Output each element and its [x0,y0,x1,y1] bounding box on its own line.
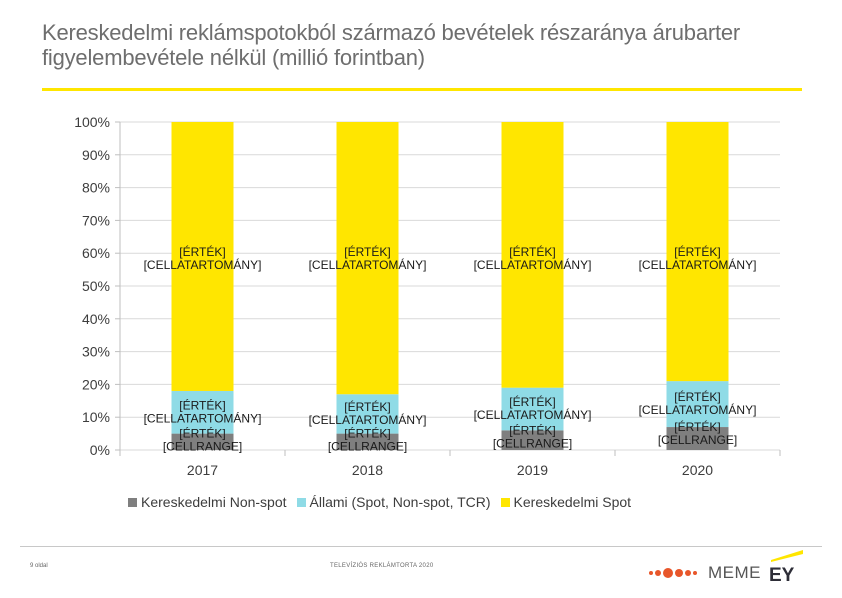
legend-label-allami: Állami (Spot, Non-spot, TCR) [309,494,491,510]
data-label-line: [CELLATARTOMÁNY] [474,257,592,272]
bar-segment [666,427,729,450]
legend-swatch-allami [296,497,306,507]
y-tick-label: 60% [82,245,110,261]
data-label-line: [ÉRTÉK] [674,419,720,434]
chart-title: Kereskedelmi reklámspotokból származó be… [42,20,741,70]
data-label-line: [CELLATARTOMÁNY] [639,402,757,417]
bar-segment [501,430,564,450]
y-tick-label: 10% [82,409,110,425]
x-tick-label: 2018 [352,462,383,478]
chart-legend: Kereskedelmi Non-spot Állami (Spot, Non-… [128,494,641,510]
y-tick-label: 40% [82,311,110,327]
data-label-line: [ÉRTÉK] [509,244,555,259]
data-label: [ÉRTÉK] [CELLATARTOMÁNY] [144,397,262,425]
data-label-line: [CELLATARTOMÁNY] [309,257,427,272]
data-label: [ÉRTÉK] [CELLRANGE] [163,426,242,454]
data-label-line: [CELLATARTOMÁNY] [639,257,757,272]
bar-segment [336,122,399,395]
legend-label-non-spot: Kereskedelmi Non-spot [141,494,287,510]
data-label-line: [ÉRTÉK] [674,244,720,259]
data-label-line: [CELLATARTOMÁNY] [309,412,427,427]
svg-text:EY: EY [769,565,795,584]
legend-item-non-spot: Kereskedelmi Non-spot [128,494,287,510]
stacked-bar-chart: 0% 10% 20% 30% 40% 50% 60% 70% 80% 90% 100% 2017 201… [74,114,781,478]
bar-segment [501,387,564,431]
data-label: [ÉRTÉK] [CELLATARTOMÁNY] [474,394,592,422]
data-label: [ÉRTÉK] [CELLATARTOMÁNY] [309,399,427,427]
legend-item-allami: Állami (Spot, Non-spot, TCR) [296,494,491,510]
y-tick-label: 20% [82,376,110,392]
x-tick-label: 2017 [187,462,218,478]
meme-logo-text: MEME [708,563,761,582]
data-label-line: [CELLRANGE] [163,440,242,454]
legend-swatch-non-spot [128,497,137,507]
x-tick-label: 2020 [682,462,713,478]
footer-title: TELEVÍZIÓS REKLÁMTORTA 2020 [330,563,434,569]
legend-swatch-spot [500,497,510,507]
data-label-line: [ÉRTÉK] [179,426,225,441]
bar-segment [666,381,729,428]
meme-dots-icon [649,568,697,578]
bar-segment [501,122,564,388]
bar-segment [171,390,234,434]
data-label: [ÉRTÉK] [CELLRANGE] [328,426,407,454]
title-underline [42,88,802,91]
y-tick-label: 50% [82,278,110,294]
data-label-line: [CELLRANGE] [658,433,737,447]
data-label: [ÉRTÉK] [CELLRANGE] [493,422,572,450]
bar-segment [666,122,729,382]
data-label-line: [CELLRANGE] [493,436,572,450]
meme-logo: MEME [648,563,761,583]
data-label: [ÉRTÉK] [CELLATARTOMÁNY] [639,244,757,272]
data-label-line: [CELLRANGE] [328,440,407,454]
y-tick-label: 90% [82,147,110,163]
x-tick-label: 2019 [517,462,548,478]
data-label-line: [ÉRTÉK] [179,397,225,412]
data-label-line: [CELLATARTOMÁNY] [474,407,592,422]
data-label-line: [ÉRTÉK] [344,426,390,441]
y-tick-label: 0% [90,442,110,458]
data-label: [ÉRTÉK] [CELLATARTOMÁNY] [474,244,592,272]
ey-logo-icon: EY [769,550,803,584]
y-tick-label: 70% [82,212,110,228]
data-label-line: [ÉRTÉK] [509,422,555,437]
data-label-line: [ÉRTÉK] [344,244,390,259]
bar-segment [336,433,399,450]
page-number: 9 oldal [30,563,48,569]
data-label: [ÉRTÉK] [CELLATARTOMÁNY] [639,389,757,417]
data-label-line: [CELLATARTOMÁNY] [144,257,262,272]
data-label-line: [ÉRTÉK] [344,399,390,414]
bar-segment [336,394,399,434]
data-label-line: [ÉRTÉK] [179,244,225,259]
data-label: [ÉRTÉK] [CELLRANGE] [658,419,737,447]
data-label-line: [ÉRTÉK] [509,394,555,409]
legend-item-spot: Kereskedelmi Spot [500,494,632,510]
data-label: [ÉRTÉK] [CELLATARTOMÁNY] [144,244,262,272]
data-label-line: [ÉRTÉK] [674,389,720,404]
bar-segment [171,433,234,450]
legend-label-spot: Kereskedelmi Spot [513,494,632,510]
data-label-line: [CELLATARTOMÁNY] [144,410,262,425]
footer-divider [20,546,822,547]
y-tick-label: 100% [74,114,110,130]
y-tick-label: 30% [82,344,110,360]
bar-segment [171,122,234,391]
y-tick-label: 80% [82,180,110,196]
data-label: [ÉRTÉK] [CELLATARTOMÁNY] [309,244,427,272]
